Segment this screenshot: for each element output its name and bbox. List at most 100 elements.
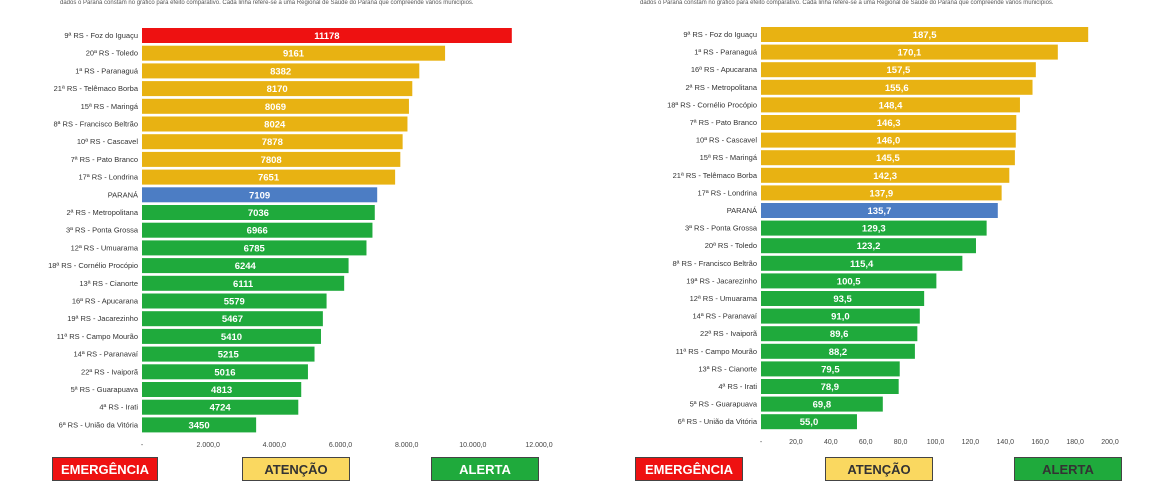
- bar: [761, 79, 1033, 95]
- category-label: 18ª RS - Cornélio Procópio: [667, 100, 757, 109]
- category-label: 14ª RS - Paranavaí: [74, 350, 139, 359]
- x-tick-label: 20,0: [789, 439, 803, 446]
- category-label: 17ª RS - Londrina: [79, 173, 139, 182]
- category-label: 8ª RS - Francisco Beltrão: [54, 120, 138, 129]
- value-label: 157,5: [887, 65, 911, 76]
- value-label: 79,5: [821, 364, 840, 375]
- value-label: 187,5: [913, 30, 937, 41]
- bar: [761, 44, 1058, 60]
- category-label: 7ª RS - Pato Branco: [71, 155, 138, 164]
- x-tick-label: -: [760, 439, 763, 446]
- x-tick-label: 6.000,0: [329, 442, 352, 449]
- category-label: PARANÁ: [108, 190, 138, 199]
- bar: [761, 308, 920, 324]
- category-label: 9ª RS - Foz do Iguaçu: [683, 30, 757, 39]
- category-label: 12ª RS - Umuarama: [690, 294, 758, 303]
- bar: [142, 134, 403, 150]
- category-label: 19ª RS - Jacarezinho: [686, 276, 757, 285]
- category-label: 20ª RS - Toledo: [705, 241, 757, 250]
- bar: [142, 169, 396, 185]
- legend-alerta: ALERTA: [431, 457, 539, 481]
- category-label: 1ª RS - Paranaguá: [75, 66, 139, 75]
- bar: [761, 291, 925, 306]
- category-label: 10ª RS - Cascavel: [77, 137, 138, 146]
- value-label: 7036: [248, 208, 269, 219]
- category-label: 22ª RS - Ivaiporã: [700, 329, 758, 338]
- bar: [142, 187, 378, 203]
- value-label: 78,9: [821, 382, 840, 393]
- category-label: PARANÁ: [727, 206, 757, 215]
- x-tick-label: 80,0: [894, 439, 908, 446]
- left-chart-panel: dados o Paraná constam no gráfico para e…: [0, 0, 578, 481]
- category-label: 15ª RS - Maringá: [81, 102, 139, 111]
- bar: [142, 328, 321, 344]
- category-label: 21ª RS - Telêmaco Borba: [54, 84, 139, 93]
- x-tick-label: 10.000,0: [459, 442, 486, 449]
- x-tick-label: 12.000,0: [525, 442, 552, 449]
- bar: [142, 364, 308, 380]
- category-label: 21ª RS - Telêmaco Borba: [673, 171, 758, 180]
- category-label: 7ª RS - Pato Branco: [690, 118, 757, 127]
- category-label: 11ª RS - Campo Mourão: [57, 332, 138, 341]
- value-label: 142,3: [873, 171, 897, 182]
- bar: [142, 45, 446, 61]
- value-label: 123,2: [857, 241, 881, 252]
- bar-chart-right: 9ª RS - Foz do Iguaçu 187,5 1ª RS - Parana…: [667, 27, 1119, 446]
- value-label: 93,5: [833, 294, 852, 305]
- value-label: 148,4: [879, 100, 903, 111]
- value-label: 9161: [283, 49, 305, 60]
- bar: [761, 150, 1015, 166]
- bar: [142, 258, 349, 274]
- bar: [142, 222, 373, 238]
- value-label: 88,2: [829, 347, 848, 358]
- legend-emergencia: EMERGÊNCIA: [635, 457, 743, 481]
- value-label: 115,4: [850, 259, 874, 270]
- value-label: 129,3: [862, 224, 886, 235]
- x-tick-label: 160,0: [1031, 439, 1049, 446]
- value-label: 55,0: [800, 417, 819, 428]
- x-tick-label: 60,0: [859, 439, 873, 446]
- category-label: 20ª RS - Toledo: [86, 49, 138, 58]
- category-label: 2ª RS - Metropolitana: [66, 208, 138, 217]
- value-label: 6785: [244, 243, 266, 254]
- legend-emergencia: EMERGÊNCIA: [52, 457, 158, 481]
- bar: [142, 275, 345, 291]
- bar: [142, 240, 367, 256]
- category-label: 11ª RS - Campo Mourão: [676, 347, 757, 356]
- bar: [142, 346, 315, 362]
- bar: [761, 167, 1010, 183]
- value-label: 8069: [265, 102, 286, 113]
- value-label: 91,0: [831, 312, 850, 323]
- bar: [761, 326, 918, 342]
- intro-text: dados o Paraná constam no gráfico para e…: [640, 0, 1054, 6]
- bar: [142, 28, 512, 43]
- category-label: 16ª RS - Apucarana: [72, 297, 139, 306]
- category-label: 15ª RS - Maringá: [700, 153, 758, 162]
- category-label: 3ª RS - Ponta Grossa: [685, 224, 758, 233]
- x-tick-label: 200,0: [1101, 439, 1119, 446]
- bar: [761, 396, 883, 412]
- category-label: 18ª RS - Cornélio Procópio: [48, 261, 138, 270]
- value-label: 5467: [222, 314, 243, 325]
- category-label: 6ª RS - União da Vitória: [59, 420, 139, 429]
- x-tick-label: 120,0: [962, 439, 980, 446]
- value-label: 89,6: [830, 329, 849, 340]
- value-label: 3450: [188, 420, 209, 431]
- value-label: 5016: [214, 367, 235, 378]
- category-label: 10ª RS - Cascavel: [696, 136, 757, 145]
- category-label: 22ª RS - Ivaiporã: [81, 367, 139, 376]
- category-label: 16ª RS - Apucarana: [691, 65, 758, 74]
- value-label: 145,5: [876, 153, 900, 164]
- bar: [142, 98, 409, 114]
- bar: [761, 361, 900, 377]
- bar: [761, 62, 1036, 78]
- value-label: 155,6: [885, 83, 909, 94]
- category-label: 13ª RS - Cianorte: [79, 279, 138, 288]
- category-label: 13ª RS - Cianorte: [698, 364, 757, 373]
- value-label: 6244: [235, 261, 257, 272]
- value-label: 8024: [264, 120, 286, 131]
- value-label: 4724: [210, 403, 232, 414]
- value-label: 137,9: [869, 188, 893, 199]
- x-tick-label: 40,0: [824, 439, 838, 446]
- bar: [142, 205, 375, 220]
